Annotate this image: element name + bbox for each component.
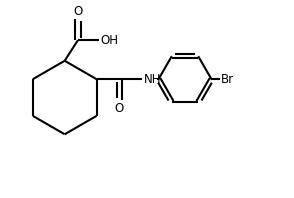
Text: O: O — [73, 5, 83, 18]
Text: NH: NH — [143, 73, 161, 86]
Text: OH: OH — [101, 34, 118, 47]
Text: Br: Br — [221, 73, 234, 86]
Text: O: O — [115, 102, 124, 115]
